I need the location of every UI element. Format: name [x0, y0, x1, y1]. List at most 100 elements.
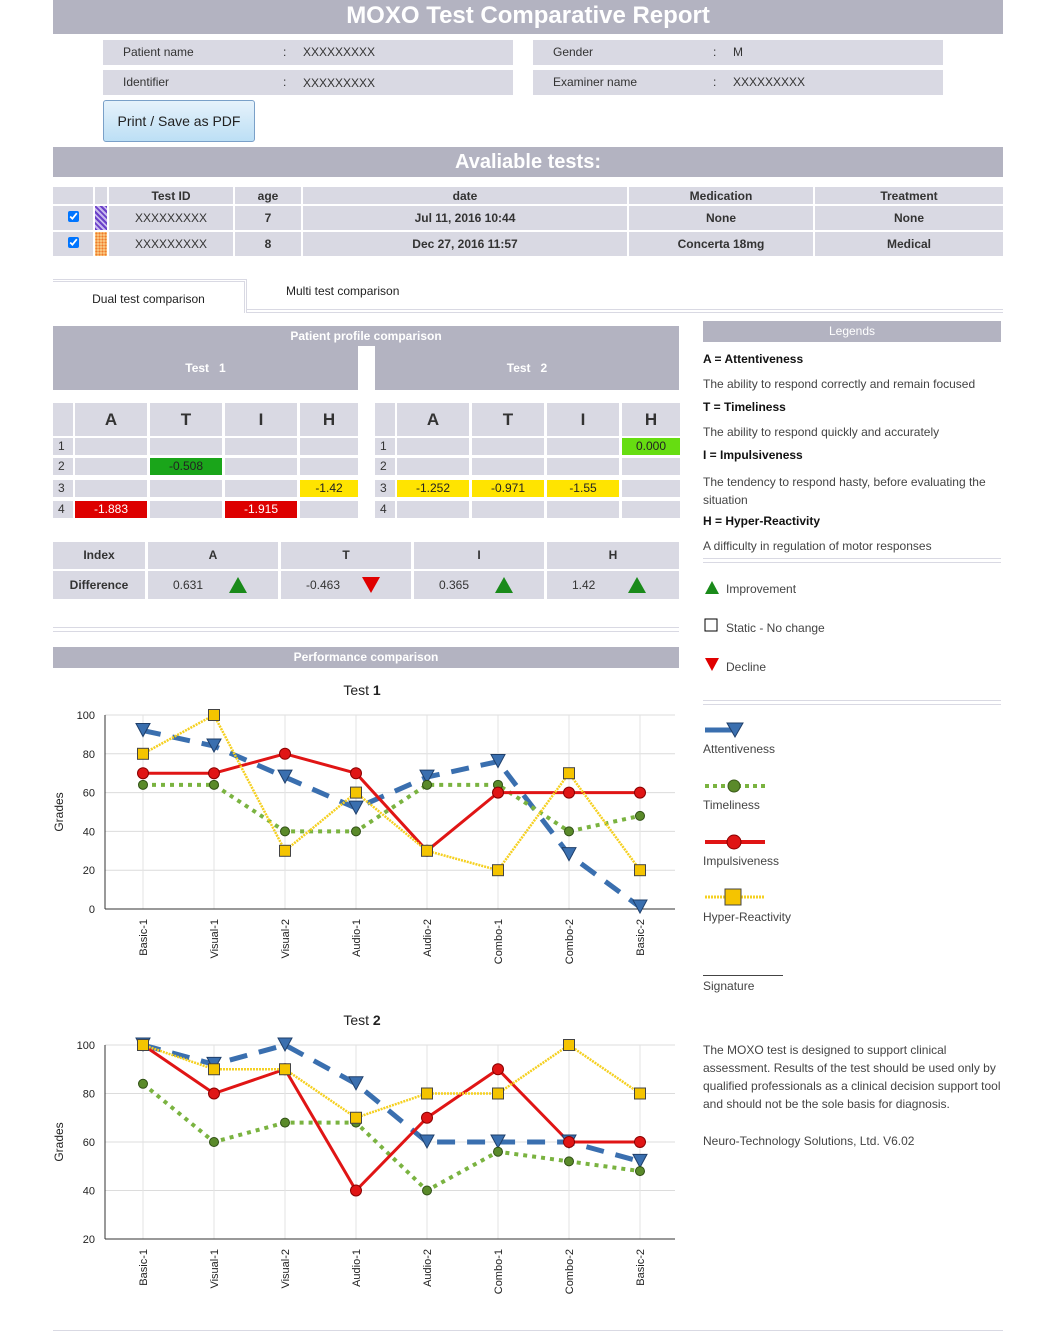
table-row: XXXXXXXXX 7 Jul 11, 2016 10:44 None None — [53, 206, 1003, 230]
row-select-cell — [53, 206, 93, 230]
x-tick-label: Basic-1 — [138, 1249, 150, 1286]
data-point-attentiveness — [277, 769, 293, 785]
column-medication: Medication — [629, 187, 813, 204]
examiner-label: Examiner name — [553, 75, 638, 89]
test-select-checkbox[interactable] — [67, 211, 79, 222]
x-tick-label: Audio-2 — [422, 919, 434, 957]
diff-row-label-cell: Difference — [53, 571, 145, 599]
patient-name-label: Patient name — [123, 45, 194, 59]
chart-title: Test 1 — [343, 682, 381, 698]
grid-cell-empty — [547, 501, 619, 518]
performance-title-bar: Performance comparison — [53, 647, 679, 668]
data-point-impulsiveness — [137, 767, 149, 780]
data-point-hyper-reactivity — [350, 1111, 362, 1124]
divider — [703, 704, 1001, 705]
test2-score-cell: 0.000 — [622, 438, 680, 455]
data-point-hyper-reactivity — [279, 1063, 291, 1076]
data-point-impulsiveness — [279, 747, 291, 760]
up-triangle-icon — [705, 581, 719, 594]
tab-multi-label: Multi test comparison — [286, 284, 400, 298]
y-tick-label: 60 — [83, 788, 95, 800]
legend-term: A = Attentiveness — [703, 352, 804, 366]
performance-title: Performance comparison — [293, 650, 439, 664]
grid-row-label: 2 — [53, 458, 73, 475]
grid-cell-empty — [622, 501, 680, 518]
profile-test2-header: Test 2 — [375, 346, 679, 390]
print-save-pdf-button[interactable]: Print / Save as PDF — [103, 100, 255, 142]
data-point-timeliness — [209, 1137, 219, 1147]
data-point-timeliness — [493, 1146, 503, 1157]
hyper-reactivity-legend-icon — [705, 888, 765, 906]
grid-cell-empty — [397, 458, 469, 475]
data-point-timeliness — [422, 779, 432, 790]
gender-label: Gender — [553, 45, 594, 59]
grid-column-header: A — [397, 403, 469, 436]
diff-row-label: Difference — [69, 578, 129, 592]
gender-row: Gender : M — [533, 40, 943, 65]
grid-cell-empty — [300, 438, 358, 455]
grid-column-header: A — [75, 403, 147, 436]
grid-row-label: 3 — [53, 480, 73, 497]
grid-row-label: 4 — [53, 501, 73, 518]
data-point-timeliness — [280, 1117, 290, 1128]
data-point-timeliness — [635, 1166, 645, 1177]
grid-cell-empty — [150, 480, 222, 497]
y-tick-label: 40 — [83, 1186, 95, 1198]
data-point-hyper-reactivity — [563, 767, 575, 780]
header-cell-blank — [95, 187, 107, 204]
data-point-attentiveness — [348, 800, 364, 816]
test1-score-cell: -1.915 — [225, 501, 297, 518]
data-point-impulsiveness — [563, 1136, 575, 1148]
legend-definition: The ability to respond correctly and rem… — [703, 377, 976, 391]
data-point-impulsiveness — [634, 1136, 646, 1148]
test2-score-cell: -1.55 — [547, 480, 619, 497]
y-tick-label: 40 — [83, 826, 95, 838]
legends-title: Legends — [828, 324, 876, 338]
performance-chart-test2: Test 2 20 40 60 80 100 Basic-1 Visual-1 Visual-2… — [52, 1012, 675, 1294]
data-point-impulsiveness — [350, 1184, 362, 1197]
profile-test1-label: Test 1 — [185, 361, 226, 375]
x-tick-label: Audio-1 — [351, 919, 363, 957]
data-point-attentiveness — [348, 1076, 364, 1091]
x-tick-label: Basic-1 — [138, 919, 150, 956]
test-id-cell: XXXXXXXXX — [109, 232, 233, 256]
series-line-timeliness — [143, 782, 641, 834]
medication-cell: None — [629, 206, 813, 230]
diff-value: 0.365 — [439, 578, 470, 592]
test1-score-cell: -1.883 — [75, 501, 147, 518]
y-tick-label: 20 — [83, 865, 95, 877]
y-tick-label: 60 — [83, 1137, 95, 1149]
grid-cell-empty — [75, 458, 147, 475]
hyper-reactivity-legend-label: Hyper-Reactivity — [703, 910, 792, 924]
report-title-bar: MOXO Test Comparative Report — [53, 0, 1003, 34]
data-point-hyper-reactivity — [563, 1039, 575, 1051]
legend-term: H = Hyper-Reactivity — [703, 514, 821, 528]
data-point-attentiveness — [206, 738, 222, 754]
diff-col-header: I — [414, 542, 544, 569]
test1-score-cell: -0.508 — [150, 458, 222, 475]
test-select-checkbox[interactable] — [67, 237, 79, 248]
series-line-attentiveness — [142, 1042, 641, 1164]
diff-col-header: H — [547, 542, 679, 569]
grid-cell-empty — [150, 438, 222, 455]
date-cell: Dec 27, 2016 11:57 — [303, 232, 627, 256]
divider — [703, 562, 1001, 563]
diff-value-cell: 0.365 — [414, 571, 544, 599]
x-tick-label: Visual-2 — [280, 919, 292, 959]
data-point-impulsiveness — [350, 767, 362, 780]
column-age: age — [235, 187, 301, 204]
x-tick-label: Combo-1 — [493, 919, 505, 964]
x-tick-label: Audio-1 — [351, 1249, 363, 1287]
grid-cell-empty — [547, 438, 619, 455]
data-point-hyper-reactivity — [634, 864, 646, 877]
diff-col-header: A — [148, 542, 278, 569]
divider — [53, 1330, 1003, 1331]
diff-value: 0.631 — [173, 578, 204, 592]
tab-dual-comparison[interactable]: Dual test comparison — [53, 279, 247, 313]
colon: : — [283, 45, 287, 59]
data-point-impulsiveness — [208, 1087, 220, 1100]
data-point-attentiveness — [632, 1153, 648, 1169]
grid-cell-empty — [397, 438, 469, 455]
diff-col-header: T — [281, 542, 411, 569]
tab-multi-comparison[interactable]: Multi test comparison — [286, 284, 399, 298]
